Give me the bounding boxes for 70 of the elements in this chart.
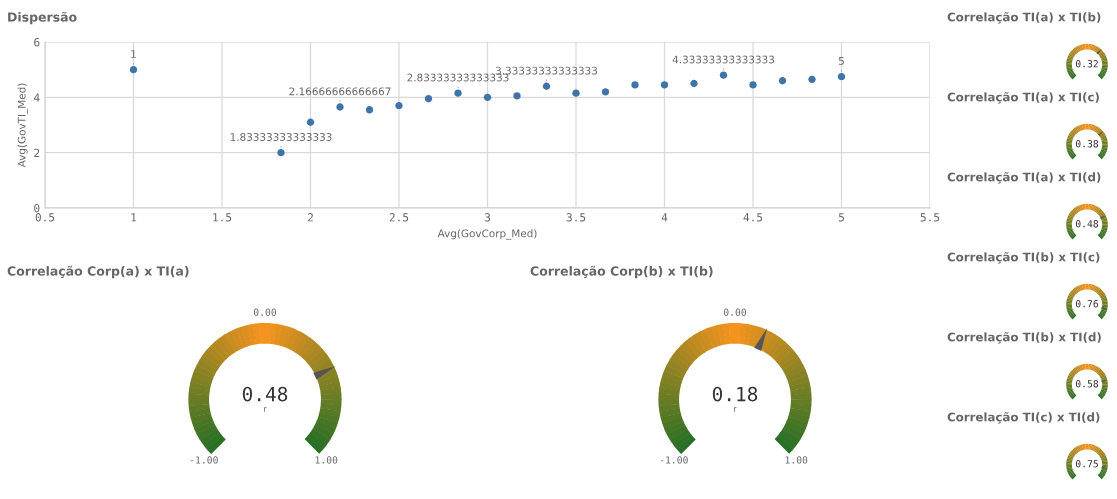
- x-tick-label: 5.5: [920, 213, 940, 222]
- x-tick-label: 0.5: [35, 213, 55, 222]
- chart-title: Dispersão: [8, 11, 77, 25]
- x-tick-label: 1.5: [213, 213, 232, 222]
- text: Correlação TI(b) x TI(c): [947, 252, 1100, 264]
- point: [808, 75, 816, 84]
- x-tick-label: 3.5: [566, 213, 586, 222]
- point: [749, 81, 757, 89]
- point: [690, 79, 698, 88]
- point: [601, 88, 610, 96]
- text: -1.00: [190, 456, 218, 464]
- text: Correlação Corp(b) x TI(b): [530, 265, 713, 279]
- data-label: 0.38: [1075, 140, 1099, 148]
- point: [424, 95, 433, 103]
- data-label: 0.58: [1075, 380, 1099, 388]
- point: [631, 81, 639, 89]
- text: Correlação TI(b) x TI(d): [947, 332, 1101, 344]
- x-tick-label: 3: [484, 213, 491, 222]
- point: [129, 65, 138, 74]
- annotation: 5: [838, 57, 844, 65]
- x-tick-label: 5: [838, 213, 844, 222]
- annotation: 4.33333333333333: [672, 55, 775, 64]
- point: [277, 148, 285, 157]
- annotation: 2.16666666666667: [289, 87, 391, 96]
- point: [336, 103, 344, 111]
- text: Correlação TI(a) x TI(d): [947, 172, 1101, 184]
- point: [513, 92, 521, 100]
- point: [719, 71, 728, 79]
- text: -1.00: [660, 456, 688, 464]
- data-label: 0.48: [1075, 220, 1099, 228]
- text: r: [734, 407, 737, 412]
- point: [837, 72, 846, 81]
- point: [395, 101, 403, 110]
- point: [542, 82, 551, 90]
- y-tick-label: 2: [34, 148, 40, 157]
- annotation: 3.33333333333333: [495, 66, 598, 75]
- x-tick-label: 2: [307, 213, 313, 222]
- annotation: 1.83333333333333: [230, 133, 332, 141]
- text: Correlação TI(a) x TI(b): [947, 12, 1101, 24]
- data-label: 0.75: [1075, 460, 1098, 468]
- x-tick-label: 4.5: [743, 213, 763, 222]
- text: r: [264, 407, 267, 412]
- text: 0.00: [723, 308, 747, 316]
- text: Correlação TI(c) x TI(d): [947, 412, 1100, 424]
- x-tick-label: 1: [131, 213, 137, 222]
- text: 0.00: [253, 308, 277, 316]
- point: [365, 106, 374, 114]
- point: [572, 89, 580, 97]
- y-tick-label: 6: [34, 38, 40, 47]
- y-tick-label: 4: [34, 93, 40, 102]
- y-axis-title: Avg(GovTI_Med): [17, 83, 28, 168]
- data-label: 0.18: [712, 386, 758, 402]
- data-label: 0.48: [242, 386, 288, 402]
- text: Correlação TI(a) x TI(c): [947, 92, 1099, 104]
- text: 1.00: [785, 456, 808, 464]
- data-label: 0.32: [1075, 60, 1098, 68]
- x-tick-label: 4: [661, 213, 668, 222]
- annotation: 2.83333333333333: [407, 73, 509, 82]
- text: 1.00: [315, 456, 338, 464]
- x-axis-title: Avg(GovCorp_Med): [437, 229, 537, 240]
- data-label: 0.76: [1075, 300, 1099, 308]
- annotation: 1: [131, 50, 136, 58]
- point: [454, 89, 462, 97]
- y-tick-label: 0: [34, 204, 40, 213]
- point: [778, 77, 787, 85]
- x-tick-label: 2.5: [389, 213, 409, 222]
- point: [306, 118, 315, 126]
- text: Correlação Corp(a) x TI(a): [7, 265, 189, 279]
- point: [483, 93, 492, 102]
- point: [660, 81, 669, 89]
